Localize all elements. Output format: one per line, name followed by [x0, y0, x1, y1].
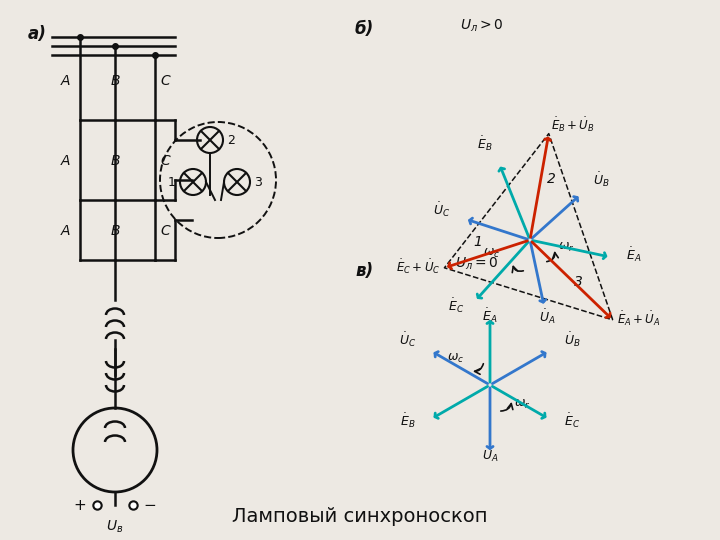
Text: 1: 1	[168, 176, 176, 188]
Text: $\dot{E}_A$: $\dot{E}_A$	[482, 306, 498, 325]
Text: $\dot{E}_B$: $\dot{E}_B$	[400, 411, 416, 430]
Text: $\omega_c$: $\omega_c$	[483, 247, 500, 260]
Text: $\omega_r$: $\omega_r$	[558, 241, 575, 254]
Text: $\dot{U}_B$: $\dot{U}_B$	[564, 330, 581, 349]
Text: 1: 1	[473, 235, 482, 249]
Text: 2: 2	[227, 133, 235, 146]
Text: $\dot{E}_B+\dot{U}_B$: $\dot{E}_B+\dot{U}_B$	[551, 115, 595, 134]
Text: б): б)	[355, 20, 374, 38]
Text: B: B	[110, 224, 120, 238]
Text: $\dot{E}_A$: $\dot{E}_A$	[626, 245, 642, 264]
Text: $\omega_c$: $\omega_c$	[447, 352, 464, 365]
Text: C: C	[160, 154, 170, 168]
Text: $\omega_r$: $\omega_r$	[514, 398, 531, 411]
Text: 3: 3	[575, 275, 583, 289]
Text: $\dot{U}_C$: $\dot{U}_C$	[433, 200, 450, 219]
Text: $U_{л}=0$: $U_{л}=0$	[455, 256, 499, 272]
Text: −: −	[143, 497, 156, 512]
Text: $\dot{E}_A+\dot{U}_A$: $\dot{E}_A+\dot{U}_A$	[617, 309, 660, 328]
Text: 2: 2	[547, 172, 557, 186]
Text: $\dot{E}_B$: $\dot{E}_B$	[477, 134, 492, 153]
Text: $\dot{E}_C+\dot{U}_C$: $\dot{E}_C+\dot{U}_C$	[396, 258, 441, 276]
Text: $\dot{U}_A$: $\dot{U}_A$	[482, 446, 498, 464]
Text: A: A	[60, 154, 70, 168]
Text: $\dot{U}_C$: $\dot{U}_C$	[398, 330, 416, 349]
Text: +: +	[73, 497, 86, 512]
Text: $U_{в}$: $U_{в}$	[107, 519, 124, 535]
Text: B: B	[110, 74, 120, 88]
Text: $\dot{U}_A$: $\dot{U}_A$	[539, 308, 555, 326]
Text: $\dot{E}_C$: $\dot{E}_C$	[448, 297, 464, 315]
Text: B: B	[110, 154, 120, 168]
Text: $U_{л}>0$: $U_{л}>0$	[460, 18, 503, 35]
Text: $\dot{E}_C$: $\dot{E}_C$	[564, 411, 580, 430]
Text: в): в)	[355, 262, 373, 280]
Text: 3: 3	[254, 176, 262, 188]
Text: A: A	[60, 224, 70, 238]
Text: A: A	[60, 74, 70, 88]
Text: а): а)	[28, 25, 47, 43]
Text: C: C	[160, 74, 170, 88]
Text: $\dot{U}_B$: $\dot{U}_B$	[593, 171, 610, 189]
Text: Ламповый синхроноскоп: Ламповый синхроноскоп	[233, 507, 487, 526]
Text: C: C	[160, 224, 170, 238]
